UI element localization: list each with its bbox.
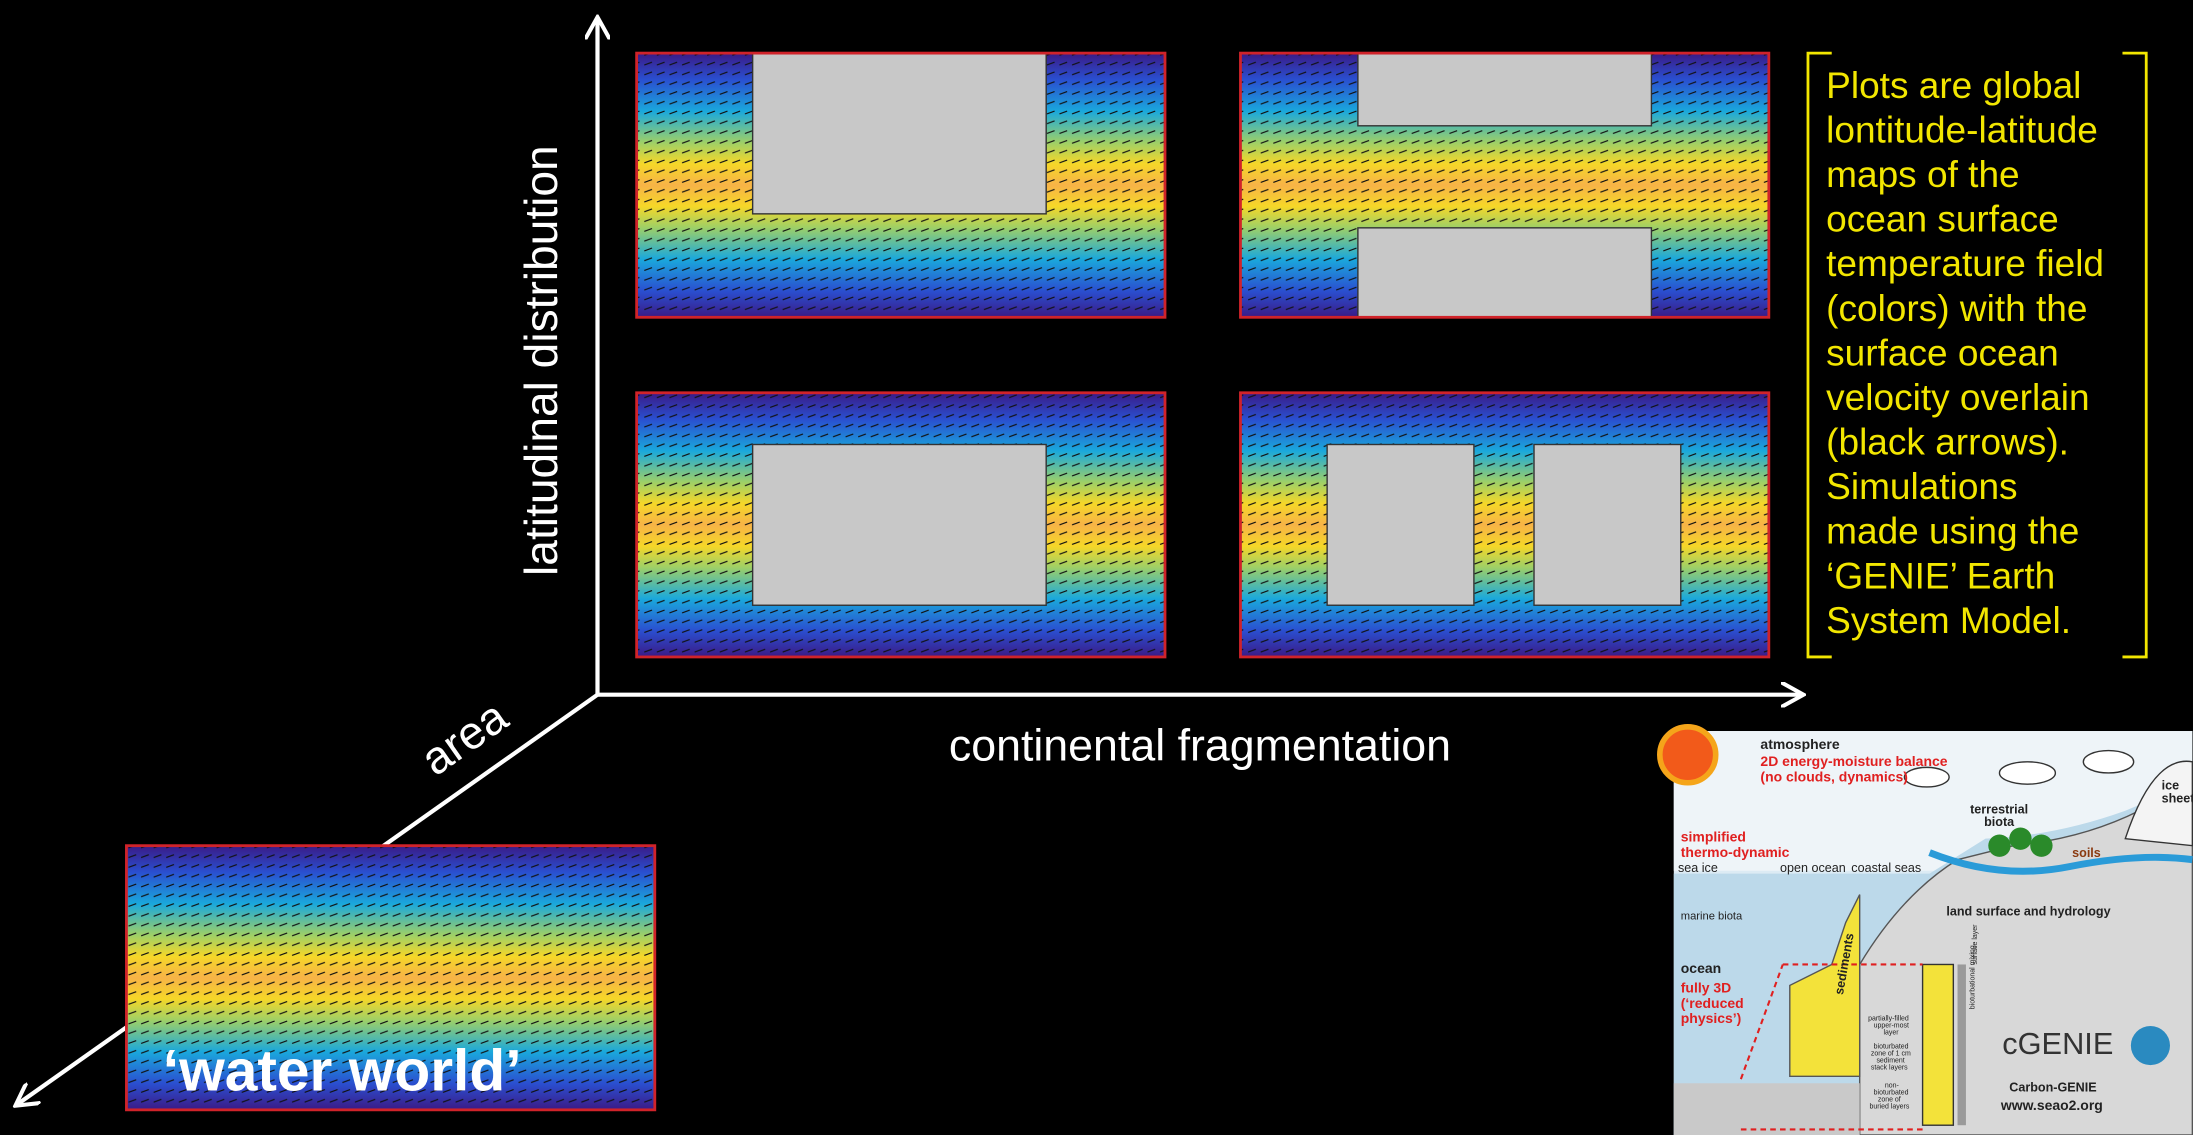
inset-label: soils <box>2072 846 2101 860</box>
inset-label: upper-most <box>1874 1022 1909 1029</box>
y-axis-label: latitudinal distribution <box>515 145 567 576</box>
inset-label: (‘reduced <box>1681 995 1744 1011</box>
description-line: ocean surface <box>1826 198 2059 240</box>
description-line: ‘GENIE’ Earth <box>1826 554 2055 596</box>
inset-label: bioturbated <box>1874 1043 1909 1050</box>
inset-cloud <box>1999 762 2055 784</box>
inset-seafloor <box>1674 1083 1860 1135</box>
continent <box>753 444 1047 605</box>
description-line: made using the <box>1826 510 2079 552</box>
description-line: (black arrows). <box>1826 421 2069 463</box>
inset-label: simplified <box>1681 828 1746 844</box>
velocity-arrows <box>1240 393 1768 657</box>
inset-tree <box>2009 827 2031 849</box>
inset-label: fully 3D <box>1681 979 1731 995</box>
continent <box>1534 444 1681 605</box>
description-line: surface ocean <box>1826 331 2059 373</box>
inset-label: sea ice <box>1678 861 1718 875</box>
z-axis-label: area <box>411 690 517 786</box>
inset-label: (no clouds, dynamics) <box>1760 768 1907 784</box>
inset-tree <box>1988 834 2010 856</box>
inset-label: layer <box>1883 1029 1899 1036</box>
inset-label: physics’) <box>1681 1010 1742 1026</box>
inset-label: Carbon-GENIE <box>2009 1081 2096 1095</box>
inset-cloud <box>1904 767 1949 787</box>
description-line: Plots are global <box>1826 64 2081 106</box>
description-line: (colors) with the <box>1826 287 2087 329</box>
x-axis-label: continental fragmentation <box>949 721 1451 770</box>
inset-label: sediment <box>1876 1057 1904 1064</box>
inset-label: coastal seas <box>1851 861 1921 875</box>
description-line: lontitude-latitude <box>1826 108 2098 150</box>
inset-cloud <box>2083 751 2133 773</box>
water-world-label: ‘water world’ <box>163 1038 522 1103</box>
inset-label: cGENIE <box>2002 1026 2113 1061</box>
description-line: temperature field <box>1826 242 2104 284</box>
continent <box>1358 228 1652 317</box>
inset-label: zone of 1 cm <box>1871 1050 1911 1057</box>
inset-label: sheet <box>2162 791 2193 805</box>
inset-label: non- <box>1885 1082 1900 1089</box>
inset-label: atmosphere <box>1760 736 1839 752</box>
slide: latitudinal distribution continental fra… <box>0 0 2193 1135</box>
map-panels <box>126 53 1768 1110</box>
continent <box>753 53 1047 214</box>
description-line: Simulations <box>1826 465 2017 507</box>
inset-label: ocean <box>1681 960 1721 976</box>
page: latitudinal distribution continental fra… <box>0 0 2193 1135</box>
description-line: maps of the <box>1826 153 2020 195</box>
inset-label: land surface and hydrology <box>1946 905 2110 919</box>
inset-tree <box>2030 834 2052 856</box>
inset-label: surface layer <box>1972 924 1979 965</box>
description-line: velocity overlain <box>1826 376 2089 418</box>
inset-label: partially-filled <box>1868 1015 1909 1022</box>
inset-label: marine biota <box>1681 911 1743 923</box>
inset-sediment-column-grey <box>1958 964 1966 1125</box>
inset-label: www.seao2.org <box>2000 1097 2103 1113</box>
inset-label: stack layers <box>1871 1064 1908 1071</box>
inset-label: thermo-dynamic <box>1681 844 1790 860</box>
description-line: System Model. <box>1826 599 2071 641</box>
inset-label: buried layers <box>1869 1103 1909 1110</box>
continent <box>1358 53 1652 126</box>
inset-label: bioturbated <box>1874 1089 1909 1096</box>
inset-logo-globe <box>2131 1026 2170 1065</box>
inset-sediment-column <box>1923 964 1954 1125</box>
inset-label: 2D energy-moisture balance <box>1760 753 1947 769</box>
inset-label: zone of <box>1878 1096 1901 1103</box>
inset-label: open ocean <box>1780 861 1846 875</box>
inset-label: biota <box>1984 815 2015 829</box>
continent <box>1327 444 1474 605</box>
inset-sun <box>1660 727 1716 783</box>
